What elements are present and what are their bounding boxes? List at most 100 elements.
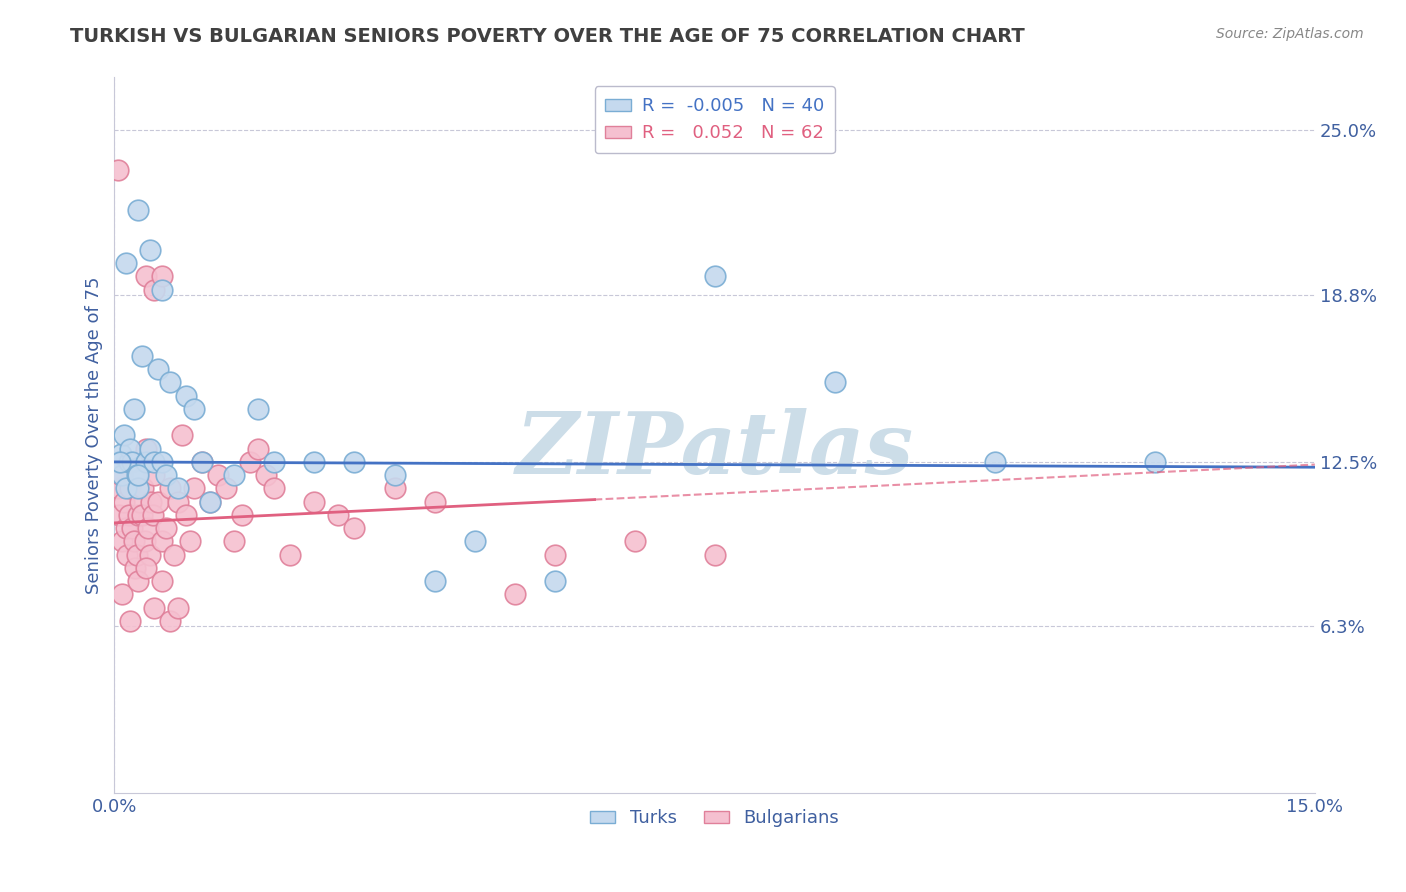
Point	[124, 561, 146, 575]
Point	[172, 428, 194, 442]
Point	[200, 494, 222, 508]
Point	[384, 482, 406, 496]
Point	[983, 455, 1005, 469]
Point	[163, 548, 186, 562]
Point	[159, 614, 181, 628]
Point	[176, 508, 198, 522]
Point	[191, 455, 214, 469]
Point	[464, 534, 486, 549]
Point	[108, 508, 131, 522]
Point	[129, 494, 152, 508]
Point	[107, 163, 129, 178]
Point	[142, 508, 165, 522]
Point	[131, 349, 153, 363]
Point	[148, 494, 170, 508]
Text: TURKISH VS BULGARIAN SENIORS POVERTY OVER THE AGE OF 75 CORRELATION CHART: TURKISH VS BULGARIAN SENIORS POVERTY OVE…	[70, 27, 1025, 45]
Point	[143, 468, 166, 483]
Point	[150, 574, 173, 589]
Point	[152, 283, 174, 297]
Point	[215, 482, 238, 496]
Point	[247, 401, 270, 416]
Point	[110, 468, 132, 483]
Text: Source: ZipAtlas.com: Source: ZipAtlas.com	[1216, 27, 1364, 41]
Point	[141, 494, 163, 508]
Point	[231, 508, 253, 522]
Point	[167, 494, 190, 508]
Point	[108, 455, 131, 469]
Point	[543, 548, 565, 562]
Point	[110, 587, 132, 601]
Point	[120, 482, 142, 496]
Point	[112, 428, 135, 442]
Point	[207, 468, 229, 483]
Point	[120, 442, 142, 456]
Point	[138, 548, 160, 562]
Point	[224, 534, 246, 549]
Point	[135, 442, 157, 456]
Point	[247, 442, 270, 456]
Point	[121, 521, 143, 535]
Point	[423, 574, 446, 589]
Point	[423, 494, 446, 508]
Point	[503, 587, 526, 601]
Point	[127, 574, 149, 589]
Point	[111, 468, 134, 483]
Point	[200, 494, 222, 508]
Point	[110, 447, 132, 461]
Point	[239, 455, 262, 469]
Point	[139, 442, 162, 456]
Point	[304, 494, 326, 508]
Point	[183, 401, 205, 416]
Point	[112, 494, 135, 508]
Point	[1143, 455, 1166, 469]
Point	[127, 202, 149, 217]
Point	[118, 455, 141, 469]
Legend: Turks, Bulgarians: Turks, Bulgarians	[582, 802, 846, 834]
Point	[107, 455, 129, 469]
Point	[125, 468, 148, 483]
Point	[176, 389, 198, 403]
Point	[107, 482, 129, 496]
Point	[118, 508, 141, 522]
Text: ZIPatlas: ZIPatlas	[516, 408, 914, 491]
Point	[155, 468, 177, 483]
Point	[703, 269, 725, 284]
Point	[155, 521, 177, 535]
Point	[280, 548, 302, 562]
Point	[191, 455, 214, 469]
Point	[152, 455, 174, 469]
Point	[136, 521, 159, 535]
Point	[111, 534, 134, 549]
Point	[127, 468, 149, 483]
Point	[343, 521, 366, 535]
Point	[343, 455, 366, 469]
Point	[135, 561, 157, 575]
Point	[167, 482, 190, 496]
Point	[543, 574, 565, 589]
Point	[131, 508, 153, 522]
Point	[703, 548, 725, 562]
Point	[179, 534, 201, 549]
Point	[143, 455, 166, 469]
Point	[304, 455, 326, 469]
Point	[159, 376, 181, 390]
Point	[114, 521, 136, 535]
Point	[139, 243, 162, 257]
Point	[148, 362, 170, 376]
Point	[159, 482, 181, 496]
Point	[256, 468, 278, 483]
Point	[115, 256, 138, 270]
Point	[127, 508, 149, 522]
Point	[263, 455, 285, 469]
Point	[121, 455, 143, 469]
Point	[384, 468, 406, 483]
Point	[118, 614, 141, 628]
Point	[125, 548, 148, 562]
Point	[263, 482, 285, 496]
Point	[824, 376, 846, 390]
Point	[134, 534, 156, 549]
Point	[135, 269, 157, 284]
Point	[166, 600, 188, 615]
Point	[328, 508, 350, 522]
Point	[623, 534, 645, 549]
